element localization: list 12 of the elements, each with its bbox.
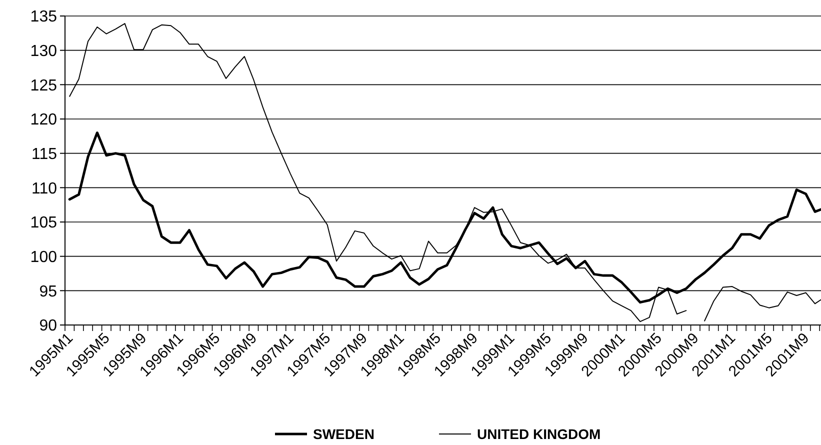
legend-label: SWEDEN: [313, 426, 374, 442]
y-tick-label: 130: [30, 42, 58, 60]
y-tick-label: 115: [31, 146, 58, 163]
y-tick-label: 90: [39, 318, 58, 335]
y-tick-label: 110: [31, 180, 58, 198]
y-tick-label: 125: [30, 77, 58, 94]
y-tick-label: 120: [30, 112, 58, 129]
y-tick-label: 105: [30, 214, 58, 232]
y-tick-label: 135: [30, 8, 58, 26]
legend-label: UNITED KINGDOM: [477, 426, 601, 442]
y-tick-label: 95: [39, 283, 58, 300]
y-tick-label: 100: [30, 248, 58, 266]
